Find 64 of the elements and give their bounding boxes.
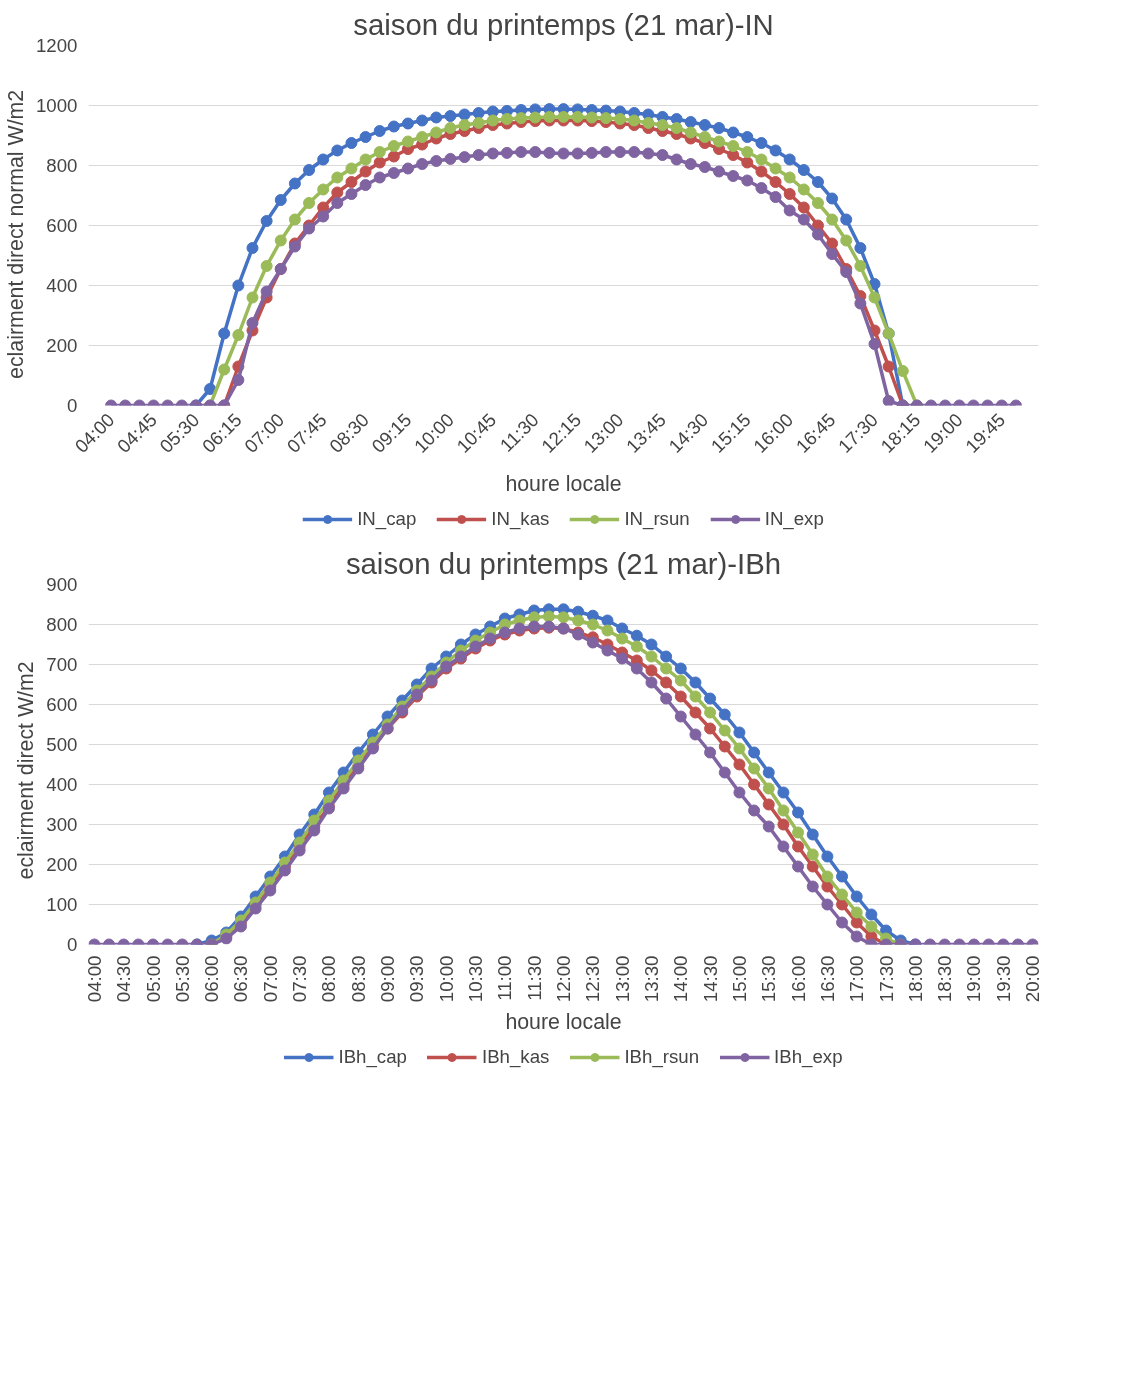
legend-label: IN_cap bbox=[357, 508, 417, 530]
y-tick-label: 800 bbox=[46, 155, 78, 176]
legend-label: IBh_kas bbox=[481, 1046, 550, 1068]
y-axis-title: eclairment direct W/m2 bbox=[14, 661, 39, 880]
y-tick-label: 100 bbox=[46, 894, 78, 915]
x-tick-label: 19:00 bbox=[963, 955, 985, 1003]
x-tick-label: 06:30 bbox=[230, 955, 252, 1003]
x-tick-label: 11:00 bbox=[494, 955, 516, 1001]
x-tick-label: 06:00 bbox=[201, 955, 223, 1003]
legend-label: IBh_rsun bbox=[624, 1046, 700, 1068]
y-tick-label: 800 bbox=[46, 614, 78, 635]
x-tick-label: 13:00 bbox=[611, 955, 633, 1003]
legend-label: IN_kas bbox=[491, 508, 550, 530]
x-tick-label: 15:30 bbox=[758, 955, 780, 1003]
y-tick-label: 200 bbox=[46, 335, 78, 356]
y-tick-label: 400 bbox=[46, 774, 78, 795]
x-tick-label: 05:00 bbox=[142, 955, 164, 1003]
y-tick-label: 700 bbox=[46, 654, 78, 675]
x-tick-label: 18:00 bbox=[904, 955, 926, 1003]
y-axis-title: eclairment direct normal W/m2 bbox=[4, 89, 28, 379]
x-tick-label: 04:30 bbox=[113, 955, 135, 1003]
x-tick-label: 14:30 bbox=[699, 955, 721, 1003]
legend-label: IBh_exp bbox=[774, 1046, 843, 1068]
x-tick-label: 09:30 bbox=[406, 955, 428, 1003]
x-tick-label: 12:30 bbox=[582, 955, 604, 1003]
x-tick-label: 10:30 bbox=[465, 955, 487, 1003]
legend-label: IBh_cap bbox=[338, 1046, 407, 1068]
y-tick-label: 300 bbox=[46, 814, 78, 835]
x-tick-label: 20:00 bbox=[1022, 955, 1044, 1003]
x-tick-label: 17:30 bbox=[875, 955, 897, 1003]
x-tick-label: 09:00 bbox=[377, 955, 399, 1003]
x-tick-label: 10:00 bbox=[435, 955, 457, 1003]
x-tick-label: 11:30 bbox=[523, 955, 545, 1001]
x-tick-label: 07:00 bbox=[259, 955, 281, 1003]
y-tick-label: 0 bbox=[67, 934, 78, 955]
chart-title: saison du printemps (21 mar)-IBh bbox=[345, 546, 782, 580]
x-tick-label: 16:30 bbox=[816, 955, 838, 1003]
x-tick-label: 12:00 bbox=[553, 955, 574, 1003]
x-tick-label: 18:30 bbox=[934, 955, 956, 1003]
y-tick-label: 1000 bbox=[36, 95, 78, 116]
x-tick-label: 13:30 bbox=[640, 955, 662, 1003]
y-tick-label: 200 bbox=[46, 854, 78, 875]
y-tick-label: 500 bbox=[46, 734, 78, 755]
x-tick-label: 15:00 bbox=[728, 955, 750, 1003]
x-tick-label: 17:00 bbox=[846, 955, 868, 1003]
y-tick-label: 600 bbox=[46, 215, 78, 236]
y-tick-label: 0 bbox=[67, 395, 78, 416]
y-tick-label: 1200 bbox=[36, 35, 78, 56]
legend-label: IN_rsun bbox=[624, 508, 690, 530]
x-tick-label: 04:00 bbox=[83, 955, 105, 1003]
x-axis-title: houre locale bbox=[505, 1010, 622, 1035]
x-tick-label: 08:00 bbox=[318, 955, 340, 1003]
y-tick-label: 400 bbox=[46, 275, 78, 296]
x-tick-label: 08:30 bbox=[347, 955, 369, 1003]
x-tick-label: 16:00 bbox=[787, 955, 809, 1003]
x-tick-label: 14:00 bbox=[670, 955, 692, 1003]
x-tick-label: 07:30 bbox=[289, 955, 311, 1003]
y-tick-label: 900 bbox=[46, 574, 78, 595]
x-tick-label: 05:30 bbox=[171, 955, 193, 1003]
x-axis-title: houre locale bbox=[505, 472, 622, 497]
legend-label: IN_exp bbox=[764, 508, 824, 530]
y-tick-label: 600 bbox=[46, 694, 78, 715]
x-tick-label: 19:30 bbox=[992, 955, 1014, 1003]
chart-title: saison du printemps (21 mar)-IN bbox=[353, 7, 774, 41]
